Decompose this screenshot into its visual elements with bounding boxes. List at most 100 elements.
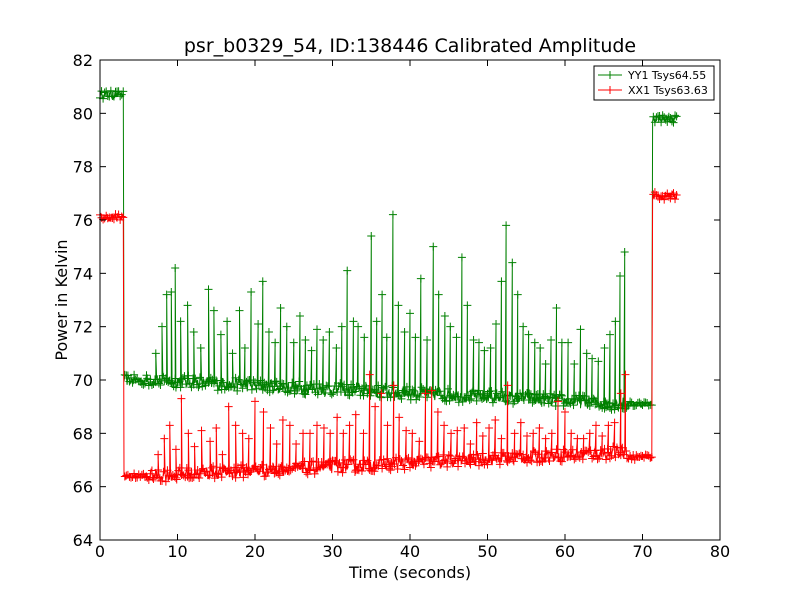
data-point (307, 346, 316, 355)
data-point (378, 464, 387, 473)
data-point (510, 429, 519, 438)
data-point (492, 455, 501, 464)
data-point (411, 333, 420, 342)
data-point (139, 380, 148, 389)
data-point (474, 338, 483, 347)
data-point (535, 394, 544, 403)
axis-ticks: 0 10 20 30 40 50 60 70 80 64 66 68 70 72 74 76 78 80 82 (73, 51, 731, 561)
data-point (540, 453, 549, 462)
data-point (212, 424, 221, 432)
data-point (556, 457, 565, 466)
data-point (547, 429, 556, 438)
data-point (390, 392, 399, 401)
data-point (194, 383, 203, 392)
data-point (339, 429, 348, 438)
data-point (666, 113, 675, 122)
data-point (167, 288, 176, 296)
data-point (525, 389, 534, 398)
data-point (165, 421, 174, 430)
data-point (274, 469, 283, 478)
data-point (261, 472, 270, 481)
data-point (306, 429, 315, 438)
data-point (161, 477, 170, 486)
data-point (515, 449, 524, 458)
data-point (182, 463, 191, 472)
data-point (411, 461, 420, 470)
data-point (313, 325, 321, 334)
data-point (389, 381, 398, 390)
data-point (564, 338, 573, 347)
data-point (276, 304, 285, 312)
data-point (372, 461, 381, 470)
data-point (402, 426, 411, 435)
data-point (480, 346, 489, 355)
data-point (490, 394, 499, 403)
data-point (282, 322, 291, 331)
data-point (247, 288, 256, 296)
x-tick-label: 30 (322, 542, 342, 561)
legend-label: XX1 Tsys63.63 (628, 84, 708, 97)
data-point (664, 112, 673, 121)
data-point (557, 457, 566, 466)
data-point (595, 454, 604, 463)
data-point (589, 394, 598, 403)
x-tick-label: 50 (477, 542, 497, 561)
data-point (443, 462, 452, 471)
data-point (383, 454, 392, 463)
data-point (202, 467, 211, 476)
data-point (130, 370, 139, 379)
data-point (440, 312, 449, 320)
data-point (333, 413, 342, 422)
data-point (379, 455, 388, 464)
data-point (465, 396, 474, 405)
data-point (228, 349, 237, 358)
data-point (377, 389, 386, 398)
data-point (508, 258, 517, 267)
data-point (370, 467, 379, 476)
data-point (488, 398, 497, 407)
data-point (299, 464, 308, 473)
data-point (541, 434, 550, 443)
legend-box (593, 65, 715, 101)
data-point (357, 467, 366, 476)
data-point (359, 391, 368, 400)
data-point (329, 388, 338, 397)
data-point (189, 328, 198, 336)
data-point (576, 325, 585, 334)
data-point (616, 272, 625, 280)
data-point (171, 264, 180, 272)
data-point (393, 465, 402, 474)
data-point (567, 429, 576, 438)
chart-title: psr_b0329_54, ID:138446 Calibrated Ampli… (184, 35, 636, 57)
data-point (524, 330, 533, 339)
data-point (354, 322, 363, 331)
data-point (322, 381, 331, 390)
data-point (312, 464, 321, 473)
data-point (216, 330, 225, 339)
data-point (607, 451, 616, 460)
data-point (497, 434, 506, 443)
data-point (554, 453, 563, 462)
data-point (578, 391, 587, 400)
data-point (163, 466, 172, 475)
data-point (338, 382, 347, 391)
data-point (491, 416, 500, 424)
data-point (609, 442, 618, 451)
data-point (176, 317, 185, 326)
data-point (415, 393, 424, 402)
data-point (605, 330, 614, 339)
data-point (119, 87, 128, 96)
data-point (478, 449, 487, 458)
data-point (277, 462, 286, 471)
data-point (521, 390, 530, 399)
data-point (272, 440, 281, 448)
data-point (557, 391, 566, 400)
data-point (495, 460, 504, 469)
data-point (610, 405, 619, 414)
data-point (446, 322, 455, 331)
data-point (554, 397, 563, 406)
data-point (184, 466, 193, 475)
data-point (523, 432, 532, 440)
data-point (385, 388, 394, 397)
data-point (669, 118, 678, 127)
